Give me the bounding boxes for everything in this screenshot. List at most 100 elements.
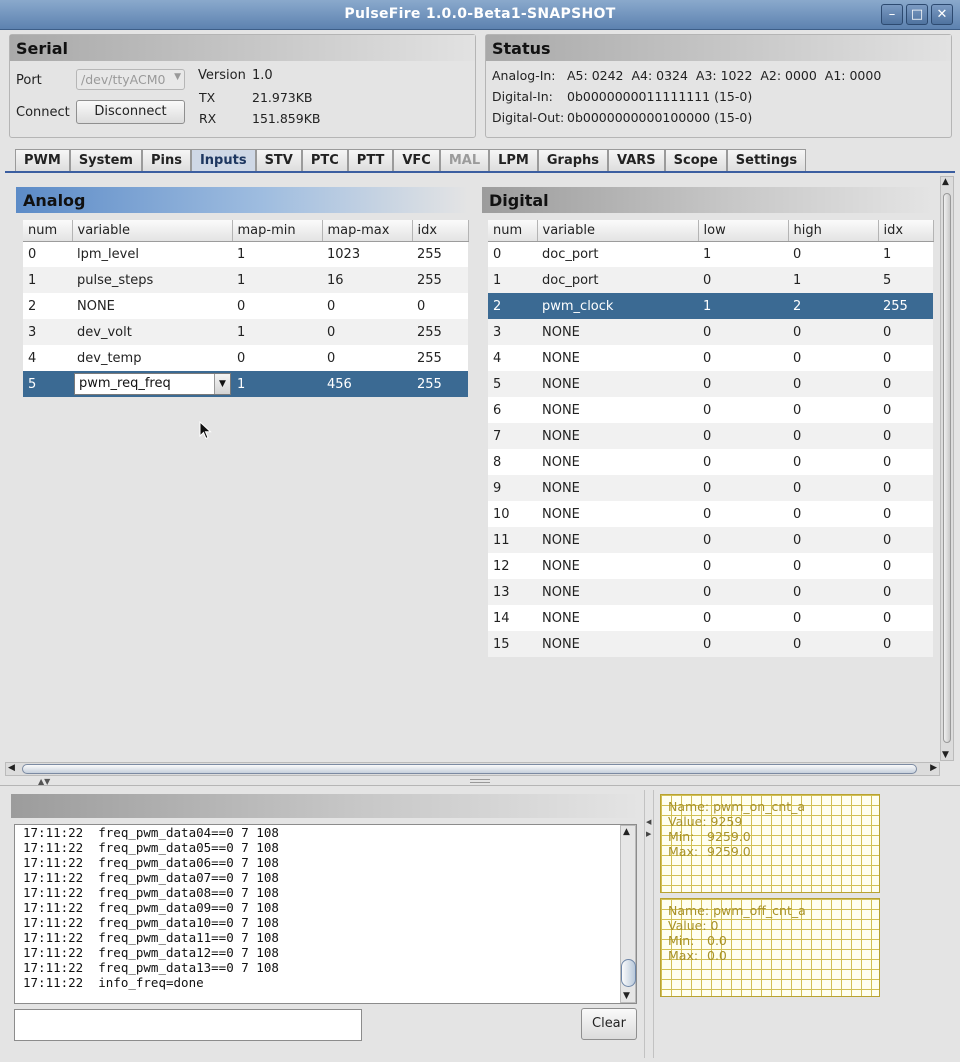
tab-vfc[interactable]: VFC [393, 149, 440, 171]
cell-map-max[interactable]: 0 [322, 319, 412, 345]
table-row-selected[interactable]: 2 pwm_clock 1 2 255 [488, 293, 933, 319]
cell-variable[interactable]: pulse_steps [72, 267, 232, 293]
cell-variable[interactable]: NONE [537, 449, 698, 475]
cell-variable[interactable]: NONE [537, 371, 698, 397]
cell-num[interactable]: 14 [488, 605, 537, 631]
table-row[interactable]: 6 NONE 0 0 0 [488, 397, 933, 423]
cell-high[interactable]: 0 [788, 397, 878, 423]
cell-low[interactable]: 0 [698, 449, 788, 475]
cell-num[interactable]: 12 [488, 553, 537, 579]
cell-high[interactable]: 0 [788, 579, 878, 605]
cell-map-min[interactable]: 1 [232, 371, 322, 397]
cell-high[interactable]: 2 [788, 293, 878, 319]
cell-high[interactable]: 0 [788, 345, 878, 371]
command-input[interactable] [14, 1009, 362, 1041]
cell-high[interactable]: 0 [788, 631, 878, 657]
cell-num[interactable]: 5 [488, 371, 537, 397]
cell-variable[interactable]: dev_volt [72, 319, 232, 345]
port-select[interactable]: /dev/ttyACM0 ▼ [76, 69, 185, 90]
cell-variable[interactable]: NONE [537, 553, 698, 579]
cell-map-min[interactable]: 0 [232, 293, 322, 319]
table-row-selected[interactable]: 5 pwm_req_freq ▼ 1 456 255 [23, 371, 468, 397]
scope-panel-2[interactable]: Name: pwm_off_cnt_a Value: 0 Min: 0.0 Max… [660, 898, 880, 997]
digital-col-low[interactable]: low [698, 220, 789, 242]
table-row[interactable]: 7 NONE 0 0 0 [488, 423, 933, 449]
cell-map-max[interactable]: 456 [322, 371, 412, 397]
cell-variable[interactable]: NONE [537, 501, 698, 527]
cell-low[interactable]: 0 [698, 605, 788, 631]
cell-idx[interactable]: 0 [878, 397, 933, 423]
cell-num[interactable]: 5 [23, 371, 72, 397]
cell-low[interactable]: 0 [698, 553, 788, 579]
scope-panel-1[interactable]: Name: pwm_on_cnt_a Value: 9259 Min: 9259.… [660, 794, 880, 893]
cell-num[interactable]: 1 [23, 267, 72, 293]
split-handle[interactable] [470, 779, 490, 783]
cell-low[interactable]: 0 [698, 423, 788, 449]
scroll-up-icon[interactable]: ▲ [623, 827, 630, 837]
cell-idx[interactable]: 0 [878, 553, 933, 579]
cell-high[interactable]: 0 [788, 423, 878, 449]
cell-idx[interactable]: 255 [878, 293, 933, 319]
main-horizontal-scrollbar[interactable]: ◀ ▶ [5, 762, 940, 776]
cell-idx[interactable]: 255 [412, 267, 468, 293]
cell-high[interactable]: 0 [788, 371, 878, 397]
cell-low[interactable]: 0 [698, 579, 788, 605]
cell-num[interactable]: 0 [23, 241, 72, 267]
cell-idx[interactable]: 0 [878, 605, 933, 631]
cell-variable[interactable]: NONE [537, 397, 698, 423]
variable-combo[interactable]: pwm_req_freq ▼ [74, 373, 231, 395]
cell-num[interactable]: 2 [488, 293, 537, 319]
console-log[interactable]: 17:11:22 freq_pwm_data04==0 7 108 17:11:… [14, 824, 637, 1004]
table-row[interactable]: 1 pulse_steps 1 16 255 [23, 267, 468, 293]
cell-idx[interactable]: 0 [878, 371, 933, 397]
tab-graphs[interactable]: Graphs [537, 149, 609, 171]
scroll-down-icon[interactable]: ▼ [623, 991, 630, 1001]
tab-inputs[interactable]: Inputs [190, 149, 256, 171]
table-row[interactable]: 15 NONE 0 0 0 [488, 631, 933, 657]
cell-low[interactable]: 1 [698, 241, 788, 267]
tab-pwm[interactable]: PWM [15, 149, 70, 171]
chevron-down-icon[interactable]: ▼ [214, 374, 230, 394]
cell-num[interactable]: 0 [488, 241, 537, 267]
cell-idx[interactable]: 0 [878, 501, 933, 527]
cell-variable[interactable]: NONE [537, 423, 698, 449]
cell-variable[interactable]: doc_port [537, 241, 698, 267]
cell-high[interactable]: 0 [788, 605, 878, 631]
cell-num[interactable]: 1 [488, 267, 537, 293]
cell-idx[interactable]: 255 [412, 241, 468, 267]
table-row[interactable]: 10 NONE 0 0 0 [488, 501, 933, 527]
scrollbar-thumb[interactable] [621, 959, 636, 987]
maximize-button[interactable]: □ [906, 4, 928, 25]
disconnect-button[interactable]: Disconnect [76, 100, 185, 124]
cell-low[interactable]: 0 [698, 371, 788, 397]
cell-idx[interactable]: 0 [878, 527, 933, 553]
tab-mal[interactable]: MAL [439, 149, 490, 171]
cell-high[interactable]: 0 [788, 475, 878, 501]
cell-map-min[interactable]: 0 [232, 345, 322, 371]
scroll-right-icon[interactable]: ▶ [930, 763, 937, 773]
close-button[interactable]: ✕ [931, 4, 953, 25]
scroll-up-icon[interactable]: ▲ [942, 177, 949, 187]
cell-variable[interactable]: NONE [537, 605, 698, 631]
cell-low[interactable]: 0 [698, 501, 788, 527]
cell-map-max[interactable]: 0 [322, 293, 412, 319]
cell-idx[interactable]: 255 [412, 371, 468, 397]
cell-num[interactable]: 8 [488, 449, 537, 475]
tab-vars[interactable]: VARS [608, 149, 665, 171]
cell-high[interactable]: 0 [788, 553, 878, 579]
cell-map-max[interactable]: 16 [322, 267, 412, 293]
table-row[interactable]: 2 NONE 0 0 0 [23, 293, 468, 319]
table-row[interactable]: 0 doc_port 1 0 1 [488, 241, 933, 267]
cell-variable[interactable]: NONE [537, 527, 698, 553]
table-row[interactable]: 9 NONE 0 0 0 [488, 475, 933, 501]
table-row[interactable]: 13 NONE 0 0 0 [488, 579, 933, 605]
table-row[interactable]: 12 NONE 0 0 0 [488, 553, 933, 579]
cell-variable[interactable]: lpm_level [72, 241, 232, 267]
main-vertical-scrollbar[interactable]: ▲ ▼ [940, 176, 954, 761]
cell-variable[interactable]: NONE [72, 293, 232, 319]
digital-col-idx[interactable]: idx [878, 220, 934, 242]
cell-idx[interactable]: 0 [878, 475, 933, 501]
cell-idx[interactable]: 0 [878, 449, 933, 475]
analog-col-map-min[interactable]: map-min [232, 220, 323, 242]
cell-variable[interactable]: NONE [537, 475, 698, 501]
